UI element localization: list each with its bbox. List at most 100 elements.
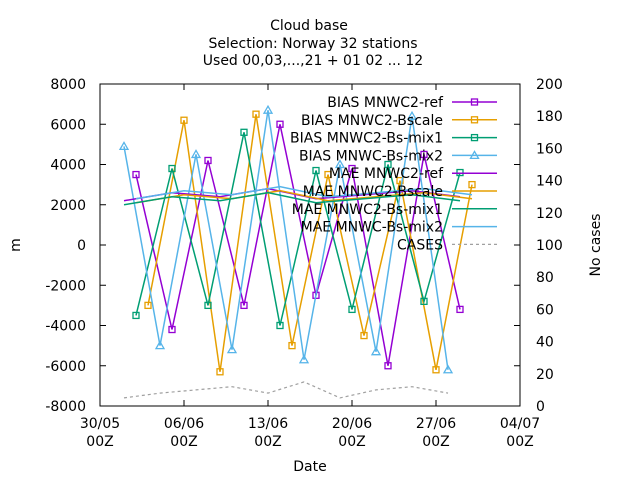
series-2	[132, 128, 464, 330]
series-line-8	[123, 381, 449, 399]
y2-tick-label-6: 120	[536, 206, 563, 222]
y2-tick-label-5: 100	[536, 238, 563, 254]
x-tick-label-0: 30/05	[80, 416, 120, 432]
data-point-3-3	[226, 344, 238, 354]
data-point-2-0	[132, 311, 140, 320]
data-point-1-3	[252, 110, 260, 118]
data-point-0-2	[204, 156, 212, 165]
legend-label-5: MAE MNWC2-Bscale	[303, 184, 443, 200]
series-7	[135, 185, 473, 200]
y-tick-label-2: -4000	[45, 319, 86, 335]
data-point-1-7	[396, 176, 404, 185]
x-tick-label-hour-2: 00Z	[254, 434, 281, 450]
series-5	[135, 189, 473, 204]
legend-label-6: MAE MNWC2-Bs-mix1	[292, 202, 443, 218]
legend-label-2: BIAS MNWC2-Bs-mix1	[290, 131, 443, 147]
data-point-3-4	[262, 104, 274, 114]
data-point-0-3	[240, 301, 248, 310]
series-line-7	[135, 185, 473, 200]
y-tick-label-1: -6000	[45, 359, 86, 375]
series-1	[144, 110, 476, 376]
data-point-0-4	[276, 120, 284, 128]
data-point-2-5	[312, 166, 320, 175]
data-point-1-0	[144, 301, 152, 310]
y2-tick-label-3: 60	[536, 302, 554, 318]
data-point-3-8	[406, 110, 418, 120]
data-point-1-8	[432, 366, 440, 374]
series-line-6	[123, 191, 461, 206]
data-point-3-2	[190, 149, 202, 159]
data-point-3-0	[118, 141, 130, 151]
axes: -8000 -6000 -4000 -2000 0 2000 4000 6000 8000 0 20…	[45, 77, 562, 450]
data-point-0-1	[168, 325, 176, 334]
x-tick-label-hour-4: 00Z	[422, 434, 449, 450]
y2-tick-label-2: 40	[536, 335, 554, 351]
y2-axis-label: No cases	[588, 214, 604, 277]
data-point-1-1	[180, 116, 188, 124]
legend-marker-2	[470, 133, 479, 142]
data-point-1-5	[324, 170, 332, 179]
y2-tick-label-0: 0	[536, 399, 545, 415]
series-8	[123, 381, 449, 399]
x-tick-label-5: 04/07	[500, 416, 540, 432]
data-point-3-1	[154, 340, 166, 350]
data-point-3-5	[298, 354, 310, 364]
data-point-0-8	[420, 150, 428, 159]
x-axis-label: Date	[293, 459, 326, 475]
data-point-2-2	[204, 301, 212, 310]
y-tick-label-5: 2000	[50, 198, 86, 214]
data-point-2-1	[168, 164, 176, 173]
x-tick-label-hour-5: 00Z	[506, 434, 533, 450]
y-axis-label: m	[8, 238, 24, 252]
x-tick-label-1: 06/06	[164, 416, 204, 432]
x-tick-label-hour-1: 00Z	[170, 434, 197, 450]
chart-title-line-2: Selection: Norway 32 stations	[209, 36, 418, 52]
x-tick-label-2: 13/06	[248, 416, 288, 432]
data-point-2-4	[276, 321, 284, 330]
data-point-2-3	[240, 128, 248, 136]
x-tick-label-3: 20/06	[332, 416, 372, 432]
data-point-2-7	[384, 160, 392, 169]
y2-tick-label-9: 180	[536, 109, 563, 125]
series-6	[123, 191, 461, 206]
data-point-1-2	[216, 368, 224, 376]
y-tick-label-0: -8000	[45, 399, 86, 415]
y2-tick-label-7: 140	[536, 174, 563, 190]
x-tick-label-4: 27/06	[416, 416, 456, 432]
legend-label-1: BIAS MNWC2-Bscale	[301, 113, 443, 129]
y2-tick-label-8: 160	[536, 141, 563, 157]
data-point-0-6	[348, 164, 356, 173]
y2-tick-label-4: 80	[536, 270, 554, 286]
series-3	[118, 104, 454, 374]
chart-title-line-3: Used 00,03,...,21 + 01 02 ... 12	[203, 53, 423, 69]
data-point-3-9	[442, 364, 454, 374]
legend: BIAS MNWC2-ref BIAS MNWC2-Bscale BIAS MNWC…	[290, 95, 497, 253]
legend-label-0: BIAS MNWC2-ref	[327, 95, 444, 111]
series-line-5	[135, 189, 473, 204]
chart-title-line-1: Cloud base	[270, 18, 348, 34]
series-0	[132, 120, 464, 370]
chart-title: Cloud base Selection: Norway 32 stations…	[203, 18, 423, 69]
data-point-3-7	[370, 346, 382, 356]
data-point-2-6	[348, 305, 356, 314]
data-point-0-0	[132, 170, 140, 179]
legend-label-7: MAE MNWC-Bs-mix2	[301, 220, 443, 236]
y-tick-label-4: 0	[77, 238, 86, 254]
y-tick-label-6: 4000	[50, 158, 86, 174]
y-tick-label-7: 6000	[50, 117, 86, 133]
legend-label-3: BIAS MNWC-Bs-mix2	[299, 148, 443, 164]
legend-label-4: MAE MNWC2-ref	[329, 166, 444, 182]
x-tick-label-hour-3: 00Z	[338, 434, 365, 450]
legend-marker-0	[470, 98, 479, 106]
y-tick-label-3: -2000	[45, 278, 86, 294]
legend-label-8: CASES	[397, 237, 443, 253]
y2-tick-label-1: 20	[536, 367, 554, 383]
legend-marker-1	[470, 116, 479, 124]
data-point-1-4	[288, 341, 296, 350]
plot-area	[118, 104, 476, 399]
data-point-2-8	[420, 297, 428, 306]
y2-tick-label-10: 200	[536, 77, 563, 93]
data-point-0-9	[456, 305, 464, 314]
x-tick-label-hour-0: 00Z	[86, 434, 113, 450]
